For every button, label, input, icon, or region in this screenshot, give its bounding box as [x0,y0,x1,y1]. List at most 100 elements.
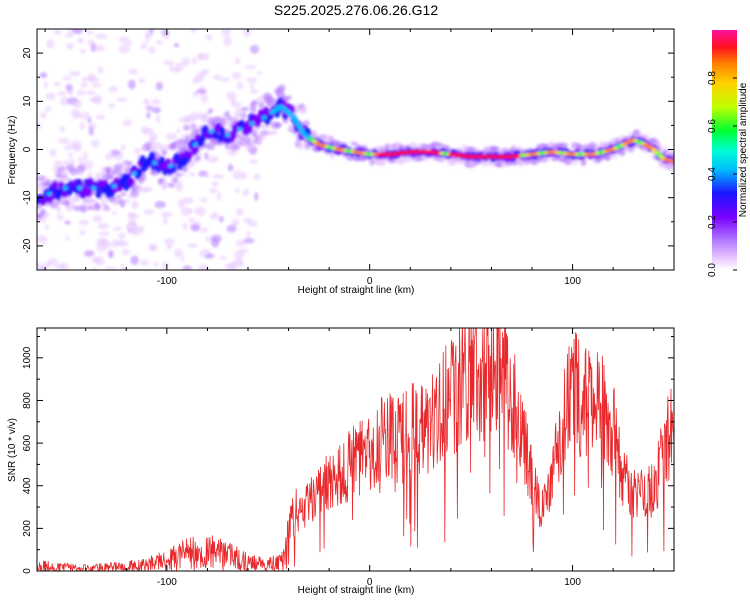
spectrogram-noise-cell [232,170,244,181]
spectrogram-halo-cell [256,137,263,146]
spectrogram-noise-cell [87,171,93,179]
spectrogram-noise-cell [49,148,57,158]
spectrogram-noise-cell [53,81,62,87]
spectrogram-halo-cell [37,202,42,210]
spectrogram-noise-cell [232,71,242,80]
spectrogram-spot-cell [192,142,198,147]
spectrogram-halo-cell [150,170,159,176]
spectrogram-halo-cell [224,110,230,118]
spectrogram-noise-cell [226,224,237,233]
spectrogram-noise-cell [45,92,56,101]
spectrogram-noise-cell [100,165,107,176]
spectrogram-heatmap [37,29,674,270]
spectrogram-noise-cell [210,234,222,243]
spectrogram-noise-cell [242,188,250,197]
spectrogram-noise-cell [72,29,84,35]
spectrogram-noise-cell [218,215,224,223]
spectrogram-noise-cell [73,99,82,109]
spectrogram-halo-cell [481,159,492,167]
spectrogram-noise-cell [223,36,232,47]
spectrogram-noise-cell [256,70,262,76]
spectrogram-noise-cell [250,89,259,94]
spectrogram-noise-cell [79,219,90,226]
spectrogram-noise-cell [238,259,244,268]
spectrogram-noise-cell [243,238,255,244]
spectrogram-noise-cell [116,239,126,247]
spectrogram-noise-cell [216,192,222,201]
spectrogram-noise-cell [205,236,211,242]
spectrogram-noise-cell [87,117,92,123]
spectrogram-noise-cell [64,220,71,225]
spectrogram-noise-cell [108,103,116,109]
spectrogram-noise-cell [194,206,206,216]
spectrogram-halo-cell [154,142,162,150]
colorbar-gradient [712,30,737,270]
spectrogram-noise-cell [59,125,65,133]
spectrogram-noise-cell [140,259,149,266]
spectrogram-core-cell [291,116,298,121]
spectrogram-halo-cell [202,112,211,117]
spectrogram-noise-cell [208,245,214,250]
spectrogram-spot-cell [225,133,231,138]
spectrogram-ridge-cell [246,124,253,134]
spectrogram-halo-cell [227,115,233,122]
spectrogram-noise-cell [253,173,261,181]
spectrogram-noise-cell [82,151,88,162]
spectrogram-noise-cell [65,235,70,241]
spectrogram-halo-cell [523,159,531,165]
spectrogram-noise-cell [45,106,51,113]
spectrogram-spot-cell [237,127,243,132]
spectrogram-noise-cell [110,117,118,126]
spectrogram-ytick-label: 20 [22,47,33,59]
spectrogram-noise-cell [121,248,131,256]
spectrogram-noise-cell [117,232,127,239]
spectrogram-noise-cell [81,81,88,89]
spectrogram-spot-cell [152,160,158,165]
spectrogram-noise-cell [249,82,255,90]
spectrogram-noise-cell [230,97,236,105]
spectrogram-noise-cell [147,46,156,54]
spectrogram-halo-cell [258,101,265,109]
spectrogram-noise-cell [192,77,199,85]
spectrogram-spot-cell [208,129,215,134]
spectrogram-noise-cell [146,111,151,119]
spectrogram-noise-cell [175,184,184,192]
spectrogram-noise-cell [40,111,47,119]
spectrogram-noise-cell [44,224,50,230]
spectrogram-noise-cell [122,119,133,127]
spectrogram-noise-cell [207,155,219,163]
colorbar-tick-label: 0.4 [707,167,718,181]
spectrogram-halo-cell [602,155,612,160]
spectrogram-halo-cell [116,194,122,200]
spectrogram-noise-cell [189,172,196,177]
spectrogram-ridge-cell [212,130,219,140]
spectrogram-noise-cell [111,210,118,216]
spectrogram-noise-cell [108,85,118,93]
snr-xlabel: Height of straight line (km) [298,585,415,596]
spectrogram-noise-cell [43,81,48,89]
spectrogram-noise-cell [180,206,191,216]
spectrogram-halo-cell [369,158,376,166]
spectrogram-halo-cell [161,182,168,191]
spectrogram-noise-cell [37,122,42,130]
spectrogram-noise-cell [227,163,234,172]
spectrogram-noise-cell [107,250,114,259]
spectrogram-noise-cell [59,211,66,216]
spectrogram-halo-cell [207,108,214,114]
spectrogram-xtick-label: 0 [367,276,373,287]
spectrogram-noise-cell [254,192,259,202]
spectrogram-halo-cell [670,164,674,173]
spectrogram-halo-cell [55,206,62,212]
spectrogram-noise-cell [187,243,198,249]
snr-ytick-label: 600 [22,434,33,451]
spectrogram-halo-cell [120,192,127,197]
spectrogram-halo-cell [40,208,46,216]
spectrogram-noise-cell [165,132,178,141]
spectrogram-halo-cell [117,161,124,167]
spectrogram-halo-cell [76,164,86,173]
spectrogram-noise-cell [87,39,95,46]
spectrogram-noise-cell [120,144,126,152]
snr-frame [36,327,675,572]
spectrogram-noise-cell [243,29,252,37]
